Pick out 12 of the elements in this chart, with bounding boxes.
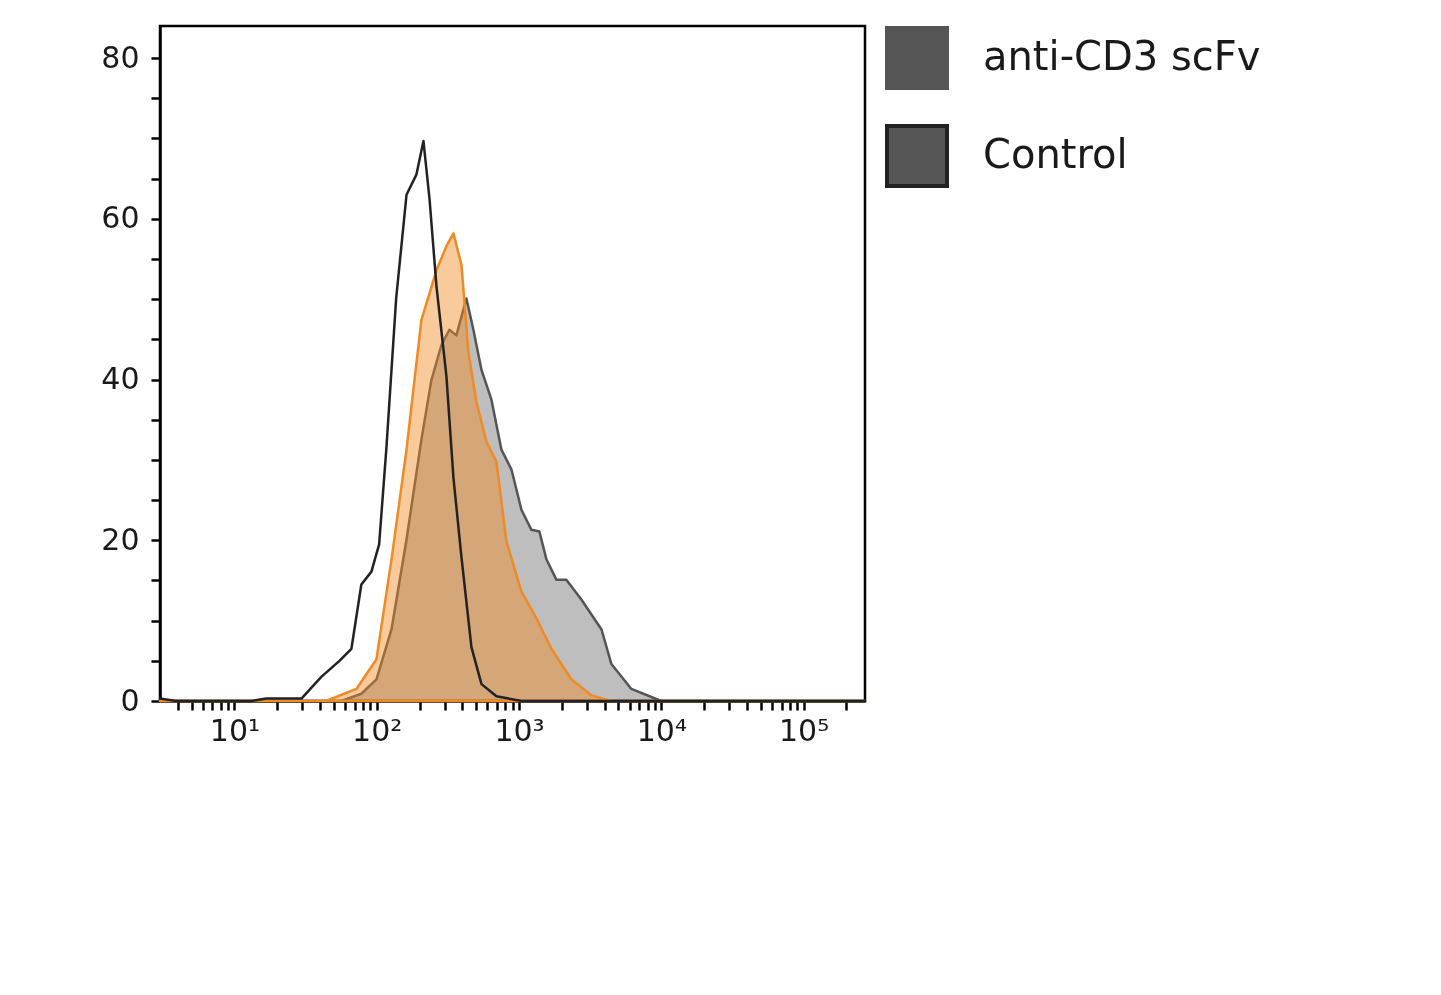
- x-tick-label: 10¹: [209, 712, 261, 748]
- y-tick-label: 80: [101, 39, 140, 75]
- x-tick-label: 10²: [352, 712, 403, 748]
- x-tick-label: 10³: [494, 712, 545, 748]
- legend-label: Control: [983, 131, 1128, 177]
- x-tick-label: 10⁴: [636, 712, 687, 748]
- x-tick-label: 10⁵: [779, 712, 830, 748]
- y-tick-label: 20: [101, 521, 140, 557]
- y-tick-label: 40: [101, 361, 140, 397]
- y-tick-label: 0: [120, 682, 140, 718]
- y-tick-label: 60: [101, 200, 140, 236]
- legend-label: anti-CD3 scFv: [983, 33, 1261, 79]
